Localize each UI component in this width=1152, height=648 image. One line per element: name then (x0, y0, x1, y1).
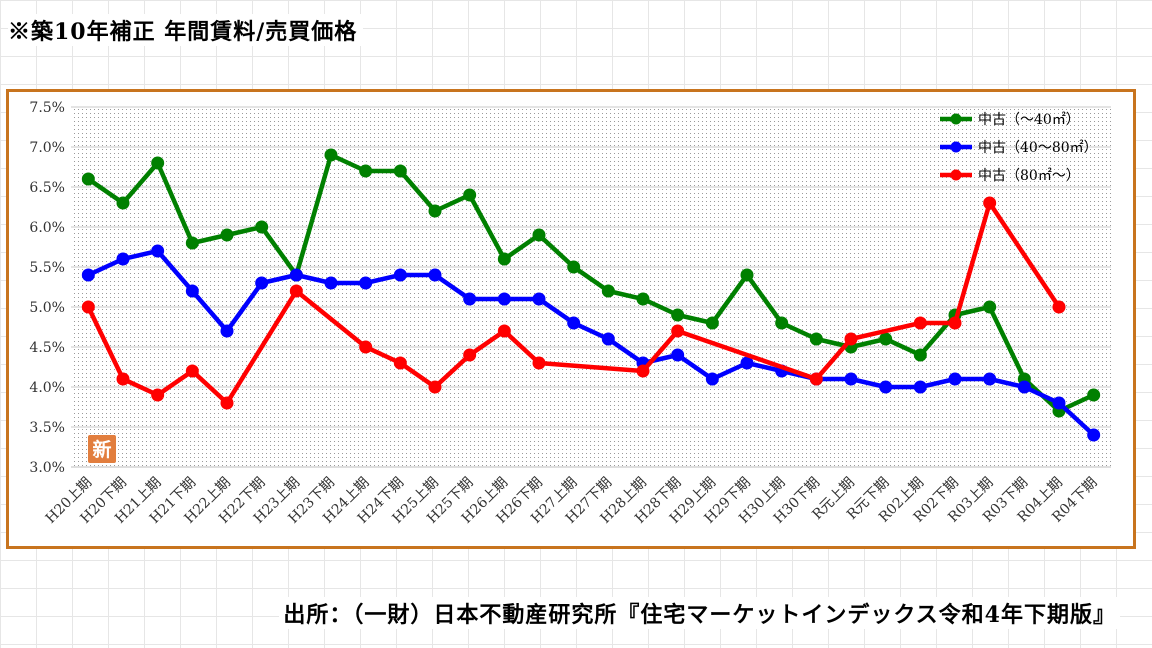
data-point (671, 348, 685, 362)
data-point (1087, 388, 1101, 402)
data-point (220, 396, 234, 410)
data-point (359, 164, 373, 178)
data-point (289, 284, 303, 298)
y-tick-label: 5.5% (29, 260, 65, 276)
data-point (463, 292, 477, 306)
series-2 (81, 196, 1066, 410)
data-point (983, 196, 997, 210)
data-point (81, 300, 95, 314)
data-point (740, 268, 754, 282)
data-point (775, 316, 789, 330)
data-point (740, 356, 754, 370)
data-point (532, 292, 546, 306)
legend-marker (950, 141, 962, 153)
data-point (497, 292, 511, 306)
data-point (948, 316, 962, 330)
data-point (151, 156, 165, 170)
data-point (601, 332, 615, 346)
chart-frame: 3.0% 3.5% 4.0% 4.5% 5.0% 5.5% 6.0% 6.5% 7.0% 7.5%… (6, 89, 1136, 549)
data-point (324, 148, 338, 162)
data-point (185, 284, 199, 298)
data-point (671, 308, 685, 322)
data-point (255, 220, 269, 234)
data-point (116, 196, 130, 210)
data-point (636, 364, 650, 378)
data-point (879, 332, 893, 346)
plot-area (71, 107, 1111, 467)
new-badge-text: 新 (92, 438, 111, 461)
data-point (1017, 380, 1031, 394)
data-point (1052, 300, 1066, 314)
data-point (393, 356, 407, 370)
series-line (86, 200, 1061, 406)
data-point (844, 372, 858, 386)
data-point (359, 340, 373, 354)
data-point (809, 332, 823, 346)
series-1 (81, 244, 1101, 442)
data-point (393, 268, 407, 282)
page-title: ※築10年補正 年間賃料/売買価格 (8, 14, 364, 46)
data-point (983, 300, 997, 314)
data-point (116, 252, 130, 266)
data-point (428, 204, 442, 218)
data-point (220, 324, 234, 338)
data-point (289, 268, 303, 282)
data-point (428, 380, 442, 394)
data-point (185, 364, 199, 378)
data-point (913, 380, 927, 394)
y-tick-label: 6.5% (29, 180, 65, 196)
data-point (671, 324, 685, 338)
data-point (151, 244, 165, 258)
data-point (1052, 396, 1066, 410)
data-point (220, 228, 234, 242)
data-point (532, 228, 546, 242)
new-badge (88, 435, 116, 463)
y-tick-label: 4.0% (29, 380, 65, 396)
y-tick-label: 3.0% (29, 460, 65, 476)
data-point (359, 276, 373, 290)
legend-label: 中古（80㎡～） (978, 168, 1080, 184)
data-point (879, 380, 893, 394)
data-point (185, 236, 199, 250)
y-tick-label: 7.5% (29, 100, 65, 116)
data-point (463, 188, 477, 202)
series-0 (81, 148, 1101, 418)
data-point (948, 372, 962, 386)
y-tick-label: 6.0% (29, 220, 65, 236)
data-point (844, 332, 858, 346)
legend-marker (950, 169, 962, 181)
data-point (809, 372, 823, 386)
data-point (393, 164, 407, 178)
source-note: 出所：（一財）日本不動産研究所『住宅マーケットインデックス令和4年下期版』 (279, 597, 1120, 629)
legend-marker (950, 113, 962, 125)
data-point (255, 276, 269, 290)
data-point (497, 324, 511, 338)
legend-label: 中古（～40㎡） (978, 112, 1080, 128)
data-point (81, 172, 95, 186)
data-point (428, 268, 442, 282)
data-point (532, 356, 546, 370)
data-point (567, 316, 581, 330)
data-point (324, 276, 338, 290)
data-point (567, 260, 581, 274)
data-point (983, 372, 997, 386)
data-point (497, 252, 511, 266)
data-point (1087, 428, 1101, 442)
data-point (601, 284, 615, 298)
y-tick-label: 3.5% (29, 420, 65, 436)
data-point (81, 268, 95, 282)
data-point (705, 316, 719, 330)
data-point (151, 388, 165, 402)
data-point (636, 292, 650, 306)
data-point (116, 372, 130, 386)
data-point (913, 348, 927, 362)
y-tick-label: 7.0% (29, 140, 65, 156)
y-tick-label: 5.0% (29, 300, 65, 316)
data-point (463, 348, 477, 362)
data-point (913, 316, 927, 330)
data-point (705, 372, 719, 386)
legend-label: 中古（40～80㎡） (978, 140, 1098, 156)
line-chart: 3.0% 3.5% 4.0% 4.5% 5.0% 5.5% 6.0% 6.5% 7.0% 7.5%… (29, 100, 1111, 527)
y-tick-label: 4.5% (29, 340, 65, 356)
